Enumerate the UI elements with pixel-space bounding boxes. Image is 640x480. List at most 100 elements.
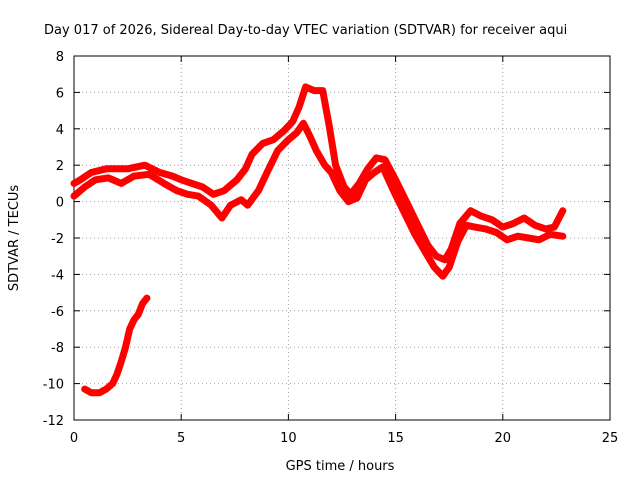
data-point-marker xyxy=(405,202,412,209)
y-tick-label: -12 xyxy=(43,414,64,429)
data-point-marker xyxy=(361,179,368,186)
data-point-marker xyxy=(339,180,346,187)
data-point-marker xyxy=(258,181,265,188)
data-point-marker xyxy=(259,178,266,185)
data-point-marker xyxy=(333,165,340,172)
data-point-marker xyxy=(559,233,566,240)
data-point-marker xyxy=(392,176,399,183)
data-point-marker xyxy=(413,234,420,241)
data-point-marker xyxy=(410,227,417,234)
data-point-marker xyxy=(335,184,342,191)
data-point-marker xyxy=(394,194,401,201)
data-point-marker xyxy=(399,205,406,212)
data-point-marker xyxy=(329,172,336,179)
y-tick-label: 0 xyxy=(56,196,64,211)
data-point-marker xyxy=(381,156,388,163)
data-point-marker xyxy=(332,162,339,169)
x-tick-label: 15 xyxy=(387,431,404,446)
data-point-marker xyxy=(327,128,334,135)
data-point-marker xyxy=(389,170,396,177)
series-trace xyxy=(70,119,567,280)
data-point-marker xyxy=(415,237,422,244)
data-point-marker xyxy=(124,335,131,342)
data-point-marker xyxy=(421,235,428,241)
y-tick-label: 8 xyxy=(56,50,64,65)
data-point-marker xyxy=(267,162,274,169)
data-point-marker xyxy=(355,191,362,198)
data-point-marker xyxy=(419,231,426,238)
data-point-marker xyxy=(298,97,305,104)
data-point-marker xyxy=(401,209,408,216)
data-point-marker xyxy=(408,224,415,231)
data-point-marker xyxy=(265,165,272,172)
data-point-marker xyxy=(336,173,343,180)
data-point-marker xyxy=(126,329,133,336)
data-point-marker xyxy=(390,187,397,194)
data-point-marker xyxy=(401,194,408,201)
data-point-marker xyxy=(261,175,268,182)
data-point-marker xyxy=(124,165,131,172)
data-point-marker xyxy=(392,191,399,198)
x-axis-label: GPS time / hours xyxy=(286,459,395,474)
data-point-marker xyxy=(394,180,401,187)
data-point-marker xyxy=(319,87,326,94)
data-point-marker xyxy=(123,338,130,345)
data-point-marker xyxy=(379,164,386,171)
data-point-marker xyxy=(397,187,404,194)
data-point-marker xyxy=(449,255,456,262)
data-point-marker xyxy=(327,168,334,175)
data-point-marker xyxy=(402,213,409,220)
series-main-band-lower xyxy=(70,119,567,280)
data-point-marker xyxy=(385,175,392,182)
x-tick-label: 20 xyxy=(495,431,512,446)
series-low-arc xyxy=(81,294,151,397)
grid xyxy=(74,56,610,420)
data-point-marker xyxy=(323,110,330,117)
data-point-marker xyxy=(390,173,397,180)
data-point-marker xyxy=(450,251,457,258)
data-point-marker xyxy=(399,191,406,198)
data-point-marker xyxy=(127,165,134,172)
y-tick-label: 4 xyxy=(56,123,64,138)
data-point-marker xyxy=(403,198,410,205)
data-point-marker xyxy=(383,160,390,167)
data-point-marker xyxy=(333,181,340,188)
data-point-marker xyxy=(138,162,145,169)
data-point-marker xyxy=(417,240,424,247)
data-point-marker xyxy=(453,242,460,249)
data-point-marker xyxy=(271,154,278,161)
y-tick-label: -2 xyxy=(51,232,64,247)
y-tick-label: -4 xyxy=(51,268,64,283)
data-point-marker xyxy=(559,207,566,214)
data-point-marker xyxy=(358,185,365,192)
data-point-marker xyxy=(272,151,279,158)
data-point-marker xyxy=(269,158,276,165)
x-tick-label: 10 xyxy=(280,431,297,446)
data-point-marker xyxy=(408,209,415,216)
data-point-marker xyxy=(262,172,269,179)
data-point-marker xyxy=(446,264,453,271)
data-point-marker xyxy=(321,99,328,106)
data-point-marker xyxy=(299,93,306,100)
axis-ticks: 0 5 10 15 20 25 -12 -10 -8 -6 -4 -2 0 2 4 6 8 xyxy=(43,50,619,446)
data-point-marker xyxy=(136,163,143,170)
data-point-marker xyxy=(447,259,454,266)
data-point-marker xyxy=(415,224,422,231)
data-point-marker xyxy=(395,198,402,205)
data-point-marker xyxy=(455,224,462,231)
data-point-marker xyxy=(356,188,363,195)
data-point-marker xyxy=(419,243,426,250)
data-point-marker xyxy=(326,122,333,129)
chart-title: Day 017 of 2026, Sidereal Day-to-day VTE… xyxy=(44,23,567,38)
data-point-marker xyxy=(331,155,338,162)
data-series xyxy=(70,83,567,397)
data-point-marker xyxy=(359,182,366,189)
data-point-marker xyxy=(383,171,390,178)
data-point-marker xyxy=(125,332,132,339)
data-point-marker xyxy=(385,163,392,170)
data-point-marker xyxy=(396,184,403,191)
data-point-marker xyxy=(420,246,427,253)
data-point-marker xyxy=(255,187,262,194)
data-point-marker xyxy=(354,194,361,201)
